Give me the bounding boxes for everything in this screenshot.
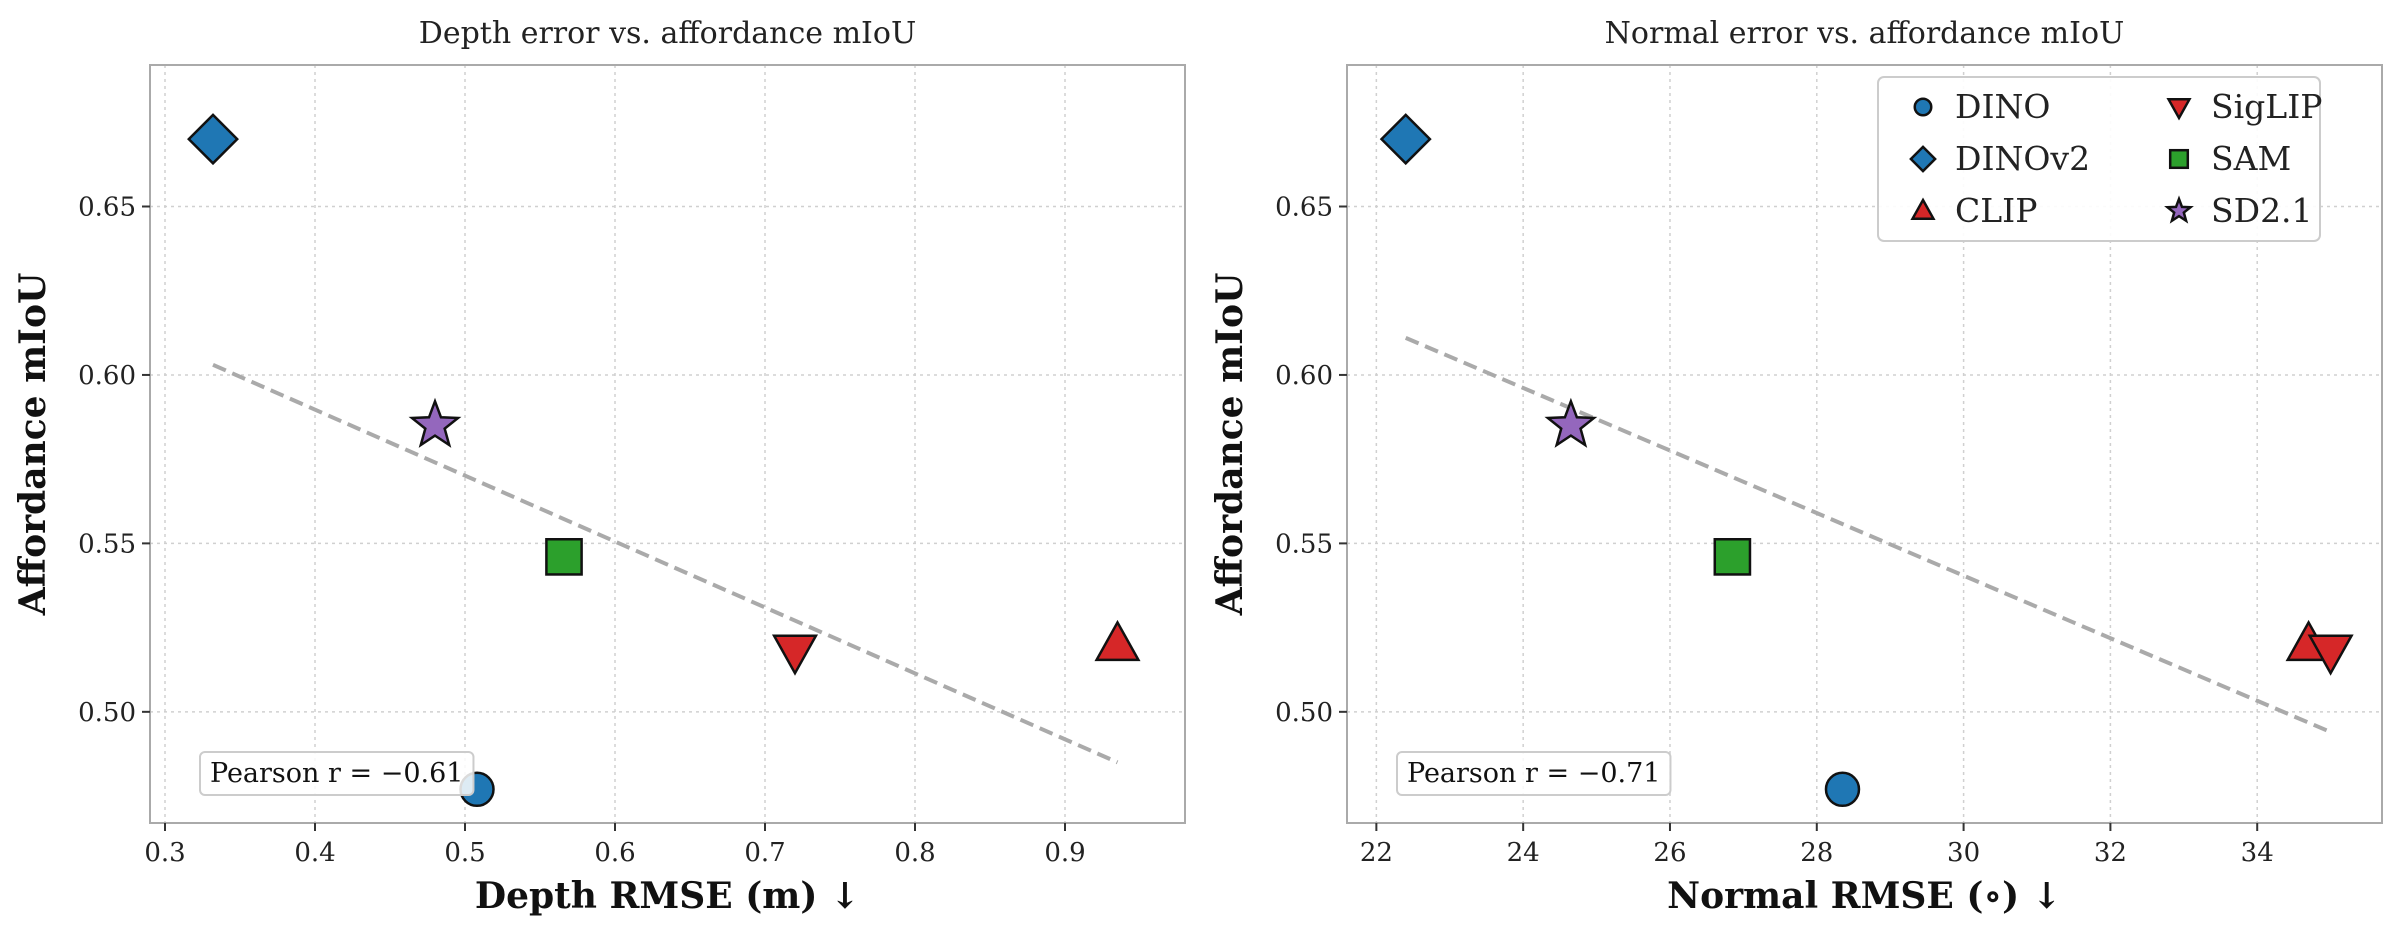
legend-label: SigLIP	[2211, 87, 2322, 126]
y-tick-label: 0.65	[1275, 192, 1333, 222]
y-tick-label: 0.55	[1275, 529, 1333, 559]
pearson-annotation: Pearson r = −0.61	[199, 751, 475, 796]
pearson-label: Pearson r = −0.61	[210, 758, 463, 789]
x-tick-label: 28	[1800, 838, 1833, 868]
depth-panel: 0.3 0.4 0.5 0.6 0.7 0.8 0.9 0.50 0.55 0.60 0.65 Dep…	[12, 16, 1186, 917]
point-dino	[1824, 771, 1861, 808]
y-tick-label: 0.50	[1275, 698, 1333, 728]
legend: DINO SigLIP DINOv2 SAM CLIP SD2.1	[1877, 76, 2322, 242]
point-siglip	[2307, 634, 2354, 676]
x-axis-label: Depth RMSE (m) ↓	[475, 875, 860, 917]
legend-label: SAM	[2211, 139, 2291, 178]
y-axis-label: Affordance mIoU	[12, 273, 54, 617]
y-tick-label: 0.55	[78, 529, 136, 559]
pearson-box	[199, 751, 475, 796]
y-tick-label: 0.60	[1275, 361, 1333, 391]
x-tick-label: 0.5	[444, 838, 485, 868]
legend-marker-siglip	[2166, 98, 2192, 121]
y-tick-label: 0.60	[78, 361, 136, 391]
plot-frame	[1346, 64, 2383, 824]
normal-panel: 22 24 26 28 30 32 34 0.50 0.55 0.60 0.65 Normal err…	[1209, 16, 2383, 917]
point-sd2-1	[1544, 397, 1598, 448]
plot-frame	[149, 64, 1186, 824]
point-siglip	[771, 634, 819, 676]
panel-title: Depth error vs. affordance mIoU	[419, 16, 916, 51]
pearson-label: Pearson r = −0.71	[1407, 758, 1660, 789]
legend-marker-sam	[2168, 148, 2190, 170]
x-tick-label: 0.9	[1044, 838, 1085, 868]
point-sam	[1713, 538, 1752, 576]
point-dinov2	[187, 113, 239, 166]
point-dinov2	[1379, 113, 1432, 166]
pearson-box	[1396, 751, 1672, 796]
y-tick-label: 0.50	[78, 698, 136, 728]
point-clip	[1094, 619, 1141, 662]
legend-marker-sd2-1	[2164, 195, 2194, 224]
panel-title: Normal error vs. affordance mIoU	[1605, 16, 2125, 51]
point-sd2-1	[408, 397, 462, 448]
trend-line	[1404, 336, 2332, 734]
pearson-annotation: Pearson r = −0.71	[1396, 751, 1672, 796]
x-tick-label: 0.3	[144, 838, 185, 868]
x-axis-label: Normal RMSE (∘) ↓	[1667, 875, 2062, 917]
legend-label: DINOv2	[1955, 139, 2090, 178]
x-tick-label: 32	[2094, 838, 2127, 868]
x-tick-label: 26	[1653, 838, 1686, 868]
x-tick-label: 30	[1947, 838, 1980, 868]
legend-marker-dinov2	[1909, 145, 1937, 173]
y-tick-label: 0.65	[78, 192, 136, 222]
trend-line	[212, 363, 1119, 765]
x-tick-label: 0.4	[294, 838, 335, 868]
legend-box	[1877, 76, 2321, 242]
x-tick-label: 0.8	[894, 838, 935, 868]
legend-label: SD2.1	[2211, 191, 2313, 230]
legend-marker-clip	[1910, 197, 1936, 220]
x-tick-label: 34	[2241, 838, 2274, 868]
x-tick-label: 24	[1507, 838, 1540, 868]
x-tick-label: 22	[1360, 838, 1393, 868]
legend-marker-dino	[1913, 97, 1933, 117]
x-tick-label: 0.7	[744, 838, 785, 868]
y-axis-label: Affordance mIoU	[1209, 273, 1251, 617]
legend-label: DINO	[1955, 87, 2050, 126]
point-sam	[545, 538, 583, 576]
legend-label: CLIP	[1955, 191, 2037, 230]
x-tick-label: 0.6	[594, 838, 635, 868]
